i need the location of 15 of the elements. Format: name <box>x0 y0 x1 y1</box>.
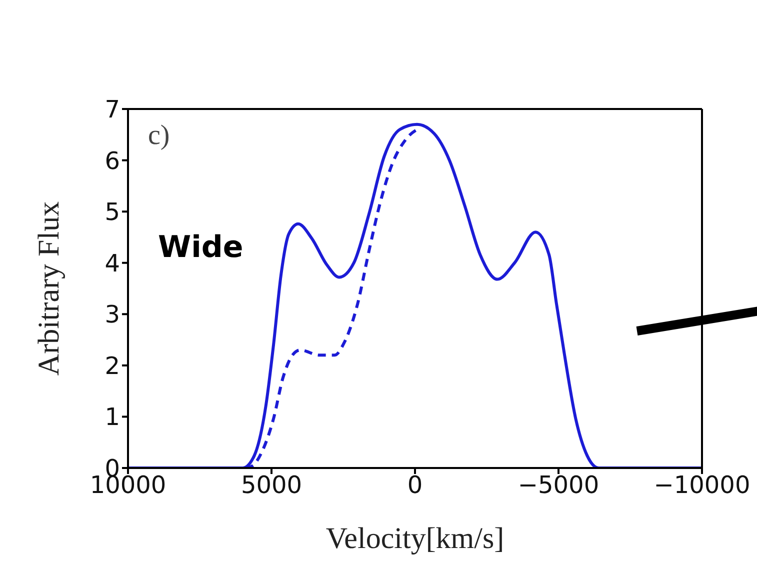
x-tick-label: −5000 <box>518 471 600 500</box>
y-tick-label: 1 <box>104 403 120 432</box>
y-tick-label: 6 <box>104 146 120 175</box>
y-tick-label: 2 <box>104 352 120 380</box>
annotation: c) <box>148 120 170 152</box>
y-tick-label: 3 <box>104 300 120 329</box>
x-tick-label: 5000 <box>240 471 302 500</box>
y-tick-label: 4 <box>104 249 120 278</box>
y-tick-label: 5 <box>104 198 120 226</box>
y-axis-title: Arbitrary Flux <box>32 201 66 376</box>
y-tick-label: 7 <box>104 96 120 124</box>
x-axis-title: Velocity[km/s] <box>326 522 504 555</box>
annotation: Wide <box>158 230 244 265</box>
x-tick-label: −10000 <box>654 471 750 500</box>
x-tick-label: 0 <box>407 471 423 500</box>
